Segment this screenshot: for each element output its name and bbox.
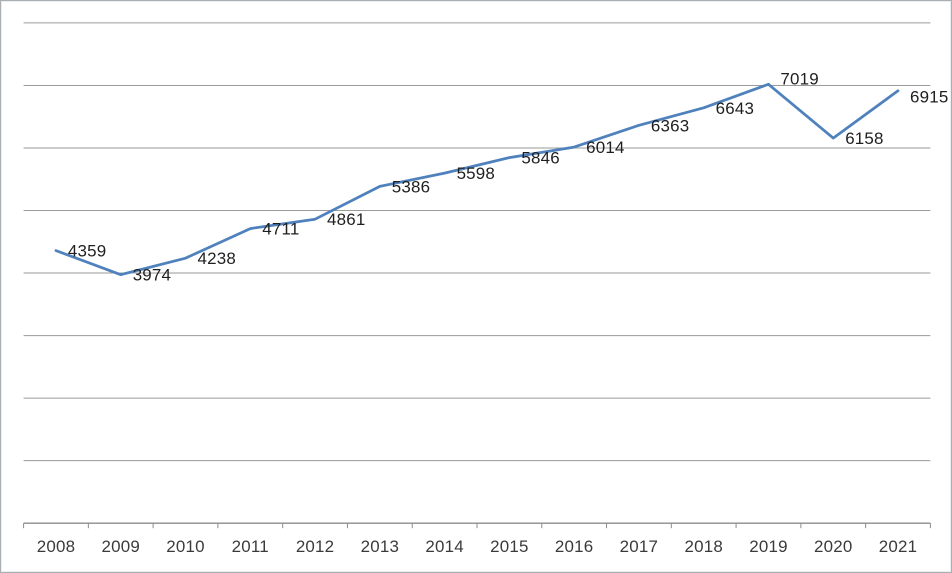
data-label-2009: 3974 [133, 266, 171, 285]
data-label-2014: 5598 [457, 164, 495, 183]
data-label-2012: 4861 [327, 210, 365, 229]
x-axis-label-2021: 2021 [879, 537, 917, 556]
data-label-2013: 5386 [392, 177, 430, 196]
x-axis-label-2016: 2016 [555, 537, 593, 556]
x-axis-label-2020: 2020 [814, 537, 852, 556]
data-label-2018: 6643 [716, 99, 754, 118]
x-axis-label-2008: 2008 [37, 537, 75, 556]
data-label-2016: 6014 [586, 138, 624, 157]
data-label-2019: 7019 [780, 69, 818, 88]
x-axis-label-2019: 2019 [749, 537, 787, 556]
data-label-2010: 4238 [197, 249, 235, 268]
x-axis-label-2014: 2014 [425, 537, 463, 556]
x-axis-label-2017: 2017 [620, 537, 658, 556]
x-axis-label-2018: 2018 [684, 537, 722, 556]
data-label-2011: 4711 [262, 220, 299, 239]
series-line [54, 82, 900, 277]
x-axis-label-2010: 2010 [166, 537, 204, 556]
data-label-2017: 6363 [651, 116, 689, 135]
x-axis-label-2012: 2012 [296, 537, 334, 556]
x-axis-label-2011: 2011 [232, 537, 269, 556]
x-axis-label-2009: 2009 [102, 537, 140, 556]
data-label-2021: 6915 [910, 88, 948, 107]
data-label-2020: 6158 [845, 129, 883, 148]
x-axis-label-2015: 2015 [490, 537, 528, 556]
data-label-2008: 4359 [68, 242, 106, 261]
x-axis-label-2013: 2013 [361, 537, 399, 556]
data-label-2015: 5846 [521, 149, 559, 168]
